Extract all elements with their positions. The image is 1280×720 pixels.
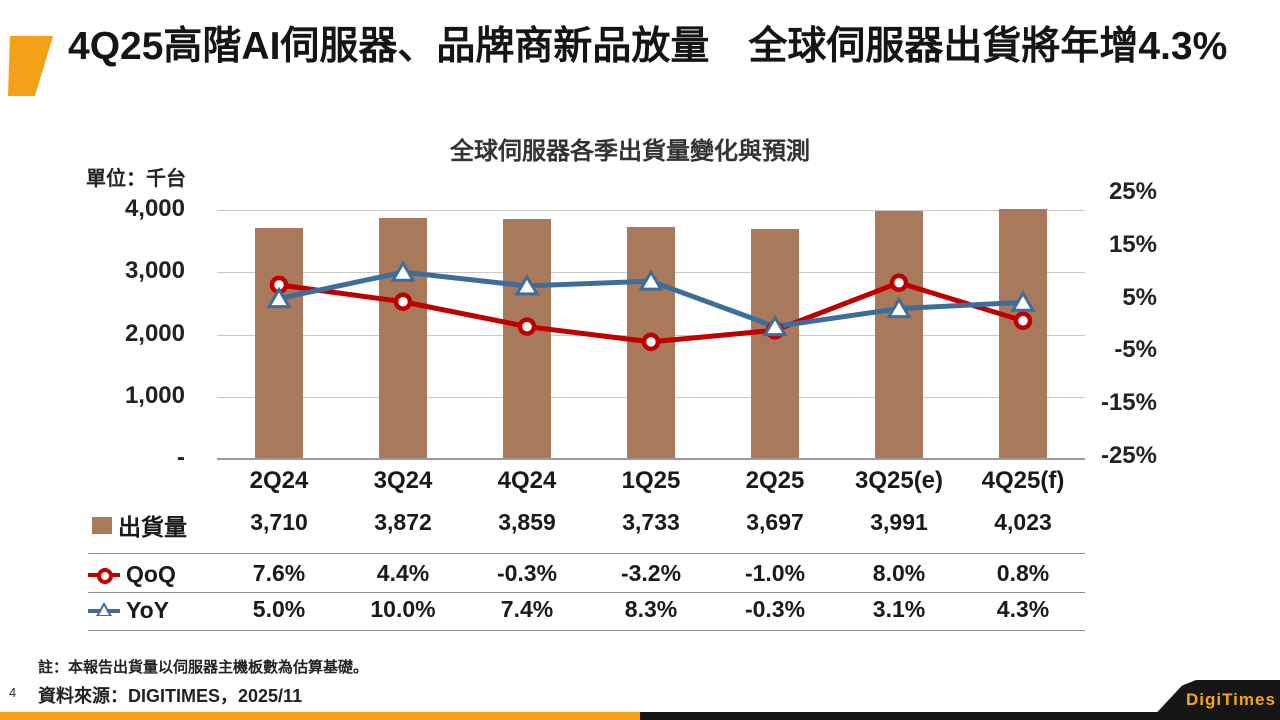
table-separator-2 [88, 592, 1085, 593]
right-tick-25%: 25% [1108, 178, 1157, 205]
cell-QoQ-1Q25: -3.2% [620, 560, 682, 586]
cell-出貨量-1Q25: 3,733 [622, 509, 680, 535]
digitimes-logo: DigiTimes [1186, 690, 1276, 709]
cell-出貨量-4Q25(f): 4,023 [994, 509, 1052, 535]
right-tick--25%: -25% [1100, 442, 1157, 469]
cell-QoQ-3Q25(e): 8.0% [872, 560, 926, 586]
x-label-1Q25: 1Q25 [621, 467, 681, 494]
legend-row-qoq: QoQ [88, 561, 176, 588]
cell-YoY-4Q25(f): 4.3% [996, 596, 1050, 622]
cell-YoY-3Q24: 10.0% [370, 596, 436, 622]
x-label-3Q24: 3Q24 [373, 467, 433, 494]
cell-QoQ-3Q24: 4.4% [376, 560, 430, 586]
x-label-2Q24: 2Q24 [249, 467, 309, 494]
chart-title: 全球伺服器各季出貨量變化與預測 [450, 138, 810, 165]
cell-QoQ-2Q24: 7.6% [252, 560, 306, 586]
bar-legend-swatch [92, 516, 112, 534]
cell-出貨量-2Q25: 3,697 [746, 509, 804, 535]
cell-QoQ-2Q25: -1.0% [744, 560, 806, 586]
cell-YoY-2Q25: -0.3% [744, 596, 806, 622]
cell-YoY-2Q24: 5.0% [252, 596, 306, 622]
cell-QoQ-4Q25(f): 0.8% [996, 560, 1050, 586]
right-tick-15%: 15% [1108, 230, 1157, 258]
cell-出貨量-3Q24: 3,872 [374, 509, 432, 535]
left-tick-1,000: 1,000 [124, 381, 185, 409]
x-axis-line [217, 458, 1085, 460]
x-label-4Q24: 4Q24 [497, 467, 557, 494]
footnote: 註：本報告出貨量以伺服器主機板數為估算基礎。 [38, 659, 369, 676]
table-separator-3 [88, 630, 1085, 631]
cell-QoQ-4Q24: -0.3% [496, 560, 558, 586]
legend-row-yoy: YoY [88, 597, 169, 624]
footer-strip-black [640, 712, 1280, 720]
bar-2Q25 [751, 228, 799, 459]
right-tick--15%: -15% [1100, 389, 1157, 417]
unit-label: 單位：千台 [86, 168, 186, 190]
bar-3Q24 [379, 217, 427, 459]
x-label-2Q25: 2Q25 [745, 467, 805, 494]
qoq-line-marker-icon [88, 565, 120, 585]
legend-row-shipments: 出貨量 [92, 508, 187, 542]
right-tick-5%: 5% [1122, 283, 1157, 311]
left-tick-3,000: 3,000 [124, 257, 185, 285]
source-line: 資料來源：DIGITIMES，2025/11 [38, 686, 303, 706]
cell-YoY-4Q24: 7.4% [500, 596, 554, 622]
yoy-line-marker-icon [88, 601, 120, 621]
left-tick-4,000: 4,000 [124, 195, 185, 222]
title-accent-shape [8, 36, 54, 96]
bar-1Q25 [627, 226, 675, 459]
slide-title: 4Q25高階AI伺服器、品牌商新品放量 全球伺服器出貨將年增4.3% [68, 25, 1228, 68]
cell-出貨量-4Q24: 3,859 [498, 509, 556, 535]
table-separator-1 [88, 553, 1085, 554]
cell-YoY-3Q25(e): 3.1% [872, 596, 926, 622]
legend-label-shipments: 出貨量 [118, 514, 187, 540]
bar-3Q25(e) [875, 210, 923, 459]
bar-4Q25(f) [999, 208, 1047, 459]
right-tick--5%: -5% [1114, 336, 1157, 364]
cell-出貨量-2Q24: 3,710 [250, 509, 308, 535]
x-label-3Q25(e): 3Q25(e) [854, 467, 944, 494]
x-label-4Q25(f): 4Q25(f) [981, 467, 1065, 494]
cell-出貨量-3Q25(e): 3,991 [870, 509, 928, 535]
bar-4Q24 [503, 218, 551, 459]
legend-label-qoq: QoQ [126, 561, 176, 587]
left-tick-2,000: 2,000 [124, 319, 185, 347]
gridline [217, 210, 1085, 211]
footer-strip-orange [0, 712, 640, 720]
page-number: 4 [9, 685, 17, 700]
left-tick--: - [177, 444, 185, 471]
bar-2Q24 [255, 228, 303, 459]
cell-YoY-1Q25: 8.3% [624, 596, 678, 622]
legend-label-yoy: YoY [126, 597, 170, 623]
